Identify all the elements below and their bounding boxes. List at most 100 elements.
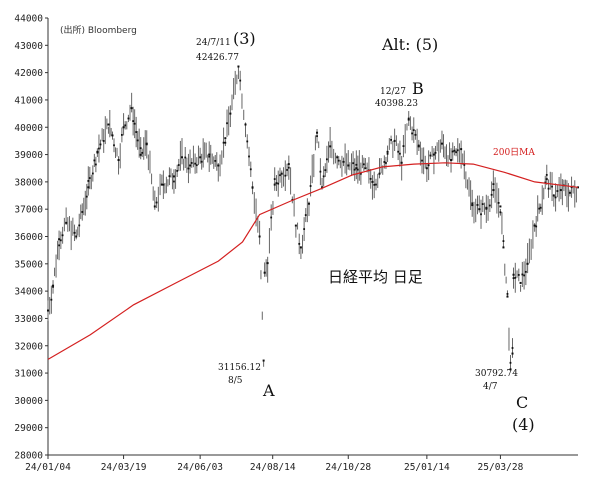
y-tick-label: 42000 [14,68,43,79]
price-dot [287,166,290,169]
price-point [111,134,114,137]
price-point [440,142,443,145]
price-dot [511,347,514,349]
price-dot [155,201,158,204]
price-dot [52,285,54,288]
y-tick-label: 29000 [14,423,43,434]
price-dot [168,175,171,178]
price-dot [132,120,135,123]
y-tick-label: 36000 [14,232,43,243]
chart-title: 日経平均 日足 [328,268,423,286]
price-dot [73,231,76,234]
price-dot [502,240,505,242]
price-dot [284,174,287,177]
price-dot [538,207,541,210]
price-point [217,164,220,167]
price-dot [407,117,410,120]
price-dot [342,160,345,163]
price-dot [208,155,211,158]
price-dot [304,214,307,216]
price-dot [373,183,376,186]
x-tick-label: 24/10/28 [325,462,371,473]
price-dot [390,139,392,141]
y-tick-label: 40000 [14,123,43,134]
price-dot [173,180,175,183]
price-point [478,208,481,211]
price-dot [355,163,358,166]
y-tick-label: 28000 [14,451,43,462]
price-point [130,107,133,110]
b-wave-label: B [412,79,424,98]
price-dot [59,239,62,242]
price-point [545,178,548,181]
price-dot [94,163,97,166]
price-point [307,202,310,205]
price-dot [286,169,288,171]
price-dot [102,140,105,142]
price-dot [224,141,227,144]
price-dot [427,164,430,167]
price-dot [352,162,355,165]
price-dot [194,162,197,165]
price-dot [451,150,454,153]
price-dot [471,202,474,205]
price-dot [279,174,281,177]
alt-5-label: Alt: (5) [381,35,438,54]
price-dot [139,147,142,150]
a-date-label: 8/5 [228,376,243,386]
price-dot [50,298,53,301]
price-point [519,281,522,284]
price-dot [411,132,413,135]
x-tick-label: 24/06/03 [177,462,223,473]
price-dot [120,134,123,136]
price-dot [490,193,493,196]
price-dot [316,135,318,138]
price-point [47,309,49,312]
price-point [393,139,396,142]
price-dot [78,224,81,227]
price-point [432,153,435,156]
price-dot [456,149,459,152]
price-point [258,235,261,238]
price-dot [375,183,377,186]
price-point [485,206,488,209]
price-dot [141,151,144,154]
price-dot [98,147,100,150]
y-tick-label: 33000 [14,314,43,325]
price-point [512,273,515,276]
price-point [509,368,512,371]
price-dot [514,276,517,279]
price-dot [298,242,301,245]
price-point [172,175,175,178]
price-point [499,205,502,208]
price-dot [356,168,359,171]
y-tick-label: 35000 [14,259,43,270]
y-axis-ticks: 28000 29000 30000 31000 32000 33000 34000 35000… [14,14,48,462]
price-dot [176,169,179,172]
y-tick-label: 41000 [14,95,43,106]
price-dot [226,122,228,125]
price-point [117,159,120,162]
price-dot [93,159,96,162]
price-point [52,284,55,287]
price-dot [270,216,273,219]
price-dot [385,162,387,164]
c-value-label: 30792.74 [475,369,518,379]
price-dot [547,187,550,190]
price-point [96,150,99,153]
price-dot [453,149,456,152]
price-point [526,262,529,265]
price-dot [512,277,515,280]
price-dot [214,159,217,162]
price-point [371,180,374,183]
price-dot [195,164,198,167]
price-dot [434,151,437,154]
price-dot [81,211,84,213]
price-point [237,65,240,68]
price-dot [324,169,327,172]
y-tick-label: 43000 [14,41,43,52]
price-dot [277,182,280,185]
price-dot [99,143,102,146]
price-dot [88,177,91,179]
